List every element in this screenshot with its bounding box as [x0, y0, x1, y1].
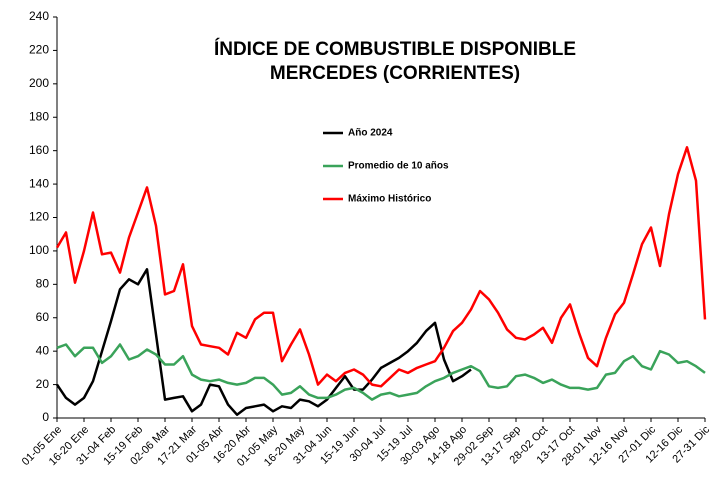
chart-title: MERCEDES (CORRIENTES) — [270, 63, 520, 84]
y-tick-label: 40 — [36, 343, 50, 357]
chart-title: ÍNDICE DE COMBUSTIBLE DISPONIBLE — [214, 38, 576, 60]
legend-label: Año 2024 — [348, 128, 393, 139]
y-tick-label: 120 — [29, 210, 49, 224]
y-tick-label: 160 — [29, 143, 49, 157]
y-tick-label: 140 — [29, 176, 49, 190]
series-line — [55, 268, 472, 416]
y-tick-label: 180 — [29, 109, 49, 123]
series-line — [56, 343, 706, 401]
y-tick-label: 100 — [29, 243, 49, 257]
y-tick-label: 60 — [36, 310, 50, 324]
y-tick-label: 240 — [29, 9, 49, 23]
y-tick-label: 0 — [42, 410, 49, 424]
legend-label: Promedio de 10 años — [348, 161, 449, 172]
y-tick-label: 200 — [29, 76, 49, 90]
y-tick-label: 20 — [36, 377, 50, 391]
y-tick-label: 80 — [36, 277, 50, 291]
legend-label: Máximo Histórico — [348, 194, 431, 205]
y-tick-label: 220 — [29, 43, 49, 57]
series-line — [55, 146, 707, 388]
